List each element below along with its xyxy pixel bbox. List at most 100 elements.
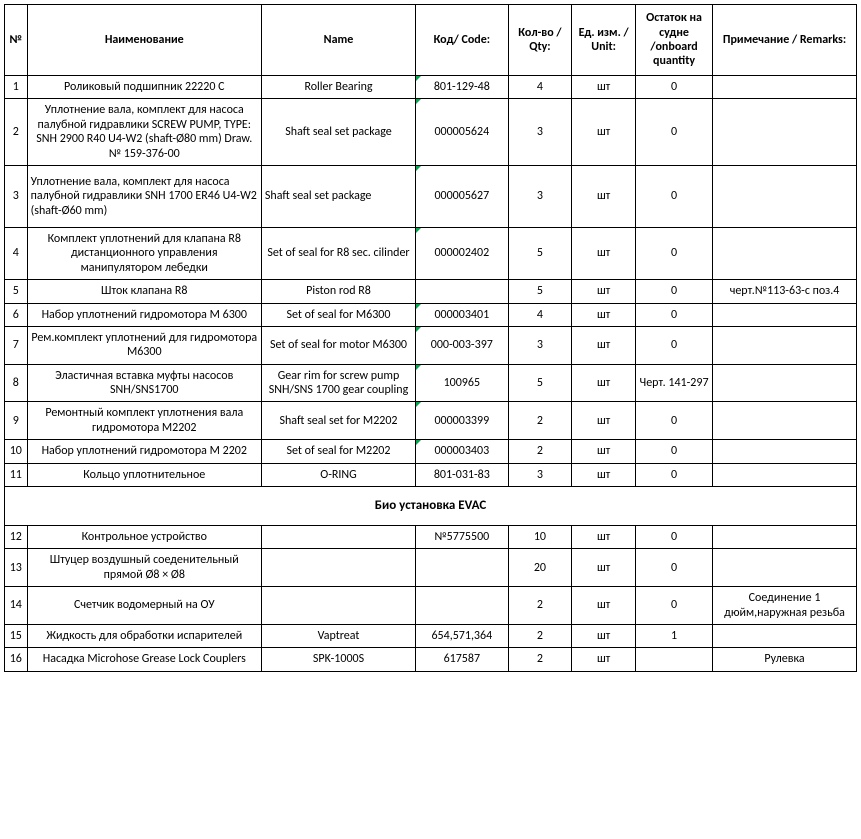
cell-remarks [713, 165, 857, 227]
cell-name-ru: Счетчик водомерный на ОУ [27, 587, 261, 625]
cell-name-ru: Кольцо уплотнительное [27, 463, 261, 486]
cell-name-ru: Контрольное устройство [27, 526, 261, 549]
cell-qty: 2 [508, 440, 572, 463]
cell-num: 8 [5, 364, 28, 402]
table-row: 5Шток клапана R8Piston rod R85шт0черт.№1… [5, 280, 857, 303]
cell-code: 000003403 [416, 440, 508, 463]
cell-remarks [713, 364, 857, 402]
section-header-row: Био установка EVAC [5, 487, 857, 526]
cell-unit: шт [572, 165, 636, 227]
cell-qty: 3 [508, 463, 572, 486]
cell-code [416, 587, 508, 625]
table-row: 16Насадка Microhose Grease Lock Couplers… [5, 648, 857, 671]
cell-name-ru: Ремонтный комплект уплотнения вала гидро… [27, 402, 261, 440]
cell-unit: шт [572, 549, 636, 587]
cell-code: 000005627 [416, 165, 508, 227]
cell-remarks [713, 463, 857, 486]
cell-qty: 5 [508, 364, 572, 402]
cell-qty: 2 [508, 587, 572, 625]
cell-unit: шт [572, 440, 636, 463]
cell-unit: шт [572, 463, 636, 486]
table-row: 10Набор уплотнений гидромотора M 2202Set… [5, 440, 857, 463]
cell-unit: шт [572, 227, 636, 279]
table-row: 13Штуцер воздушный соеденительный прямой… [5, 549, 857, 587]
cell-qty: 3 [508, 99, 572, 166]
cell-code: №5775500 [416, 526, 508, 549]
cell-num: 1 [5, 76, 28, 99]
header-code: Код/ Code: [416, 5, 508, 76]
cell-code: 100965 [416, 364, 508, 402]
cell-name-en: Shaft seal set package [261, 165, 415, 227]
table-row: 8Эластичная вставка муфты насосов SNH/SN… [5, 364, 857, 402]
cell-stock: 0 [636, 326, 713, 364]
cell-name-en: Shaft seal set package [261, 99, 415, 166]
table-row: 7Рем.комплект уплотнений для гидромотора… [5, 326, 857, 364]
cell-remarks [713, 549, 857, 587]
section-title: Био установка EVAC [5, 487, 857, 526]
cell-qty: 5 [508, 227, 572, 279]
cell-name-ru: Уплотнение вала, комплект для насоса пал… [27, 99, 261, 166]
cell-unit: шт [572, 624, 636, 647]
cell-code: 000-003-397 [416, 326, 508, 364]
table-row: 6Набор уплотнений гидромотора M 6300Set … [5, 303, 857, 326]
cell-stock: 0 [636, 99, 713, 166]
cell-num: 2 [5, 99, 28, 166]
cell-name-ru: Роликовый подшипник 22220 С [27, 76, 261, 99]
cell-qty: 2 [508, 648, 572, 671]
table-row: 4Комплект уплотнений для клапана R8 дист… [5, 227, 857, 279]
cell-stock: 0 [636, 165, 713, 227]
cell-remarks [713, 526, 857, 549]
cell-unit: шт [572, 587, 636, 625]
cell-unit: шт [572, 99, 636, 166]
cell-name-en: Set of seal for motor M6300 [261, 326, 415, 364]
cell-name-en: Roller Bearing [261, 76, 415, 99]
cell-name-ru: Эластичная вставка муфты насосов SNH/SNS… [27, 364, 261, 402]
cell-code [416, 280, 508, 303]
cell-unit: шт [572, 402, 636, 440]
table-row: 2Уплотнение вала, комплект для насоса па… [5, 99, 857, 166]
cell-num: 13 [5, 549, 28, 587]
cell-remarks [713, 76, 857, 99]
cell-num: 14 [5, 587, 28, 625]
cell-remarks [713, 303, 857, 326]
cell-num: 3 [5, 165, 28, 227]
cell-stock [636, 648, 713, 671]
cell-name-ru: Набор уплотнений гидромотора M 2202 [27, 440, 261, 463]
cell-name-ru: Уплотнение вала, комплект для насоса пал… [27, 165, 261, 227]
cell-unit: шт [572, 303, 636, 326]
cell-stock: 0 [636, 227, 713, 279]
header-unit: Ед. изм. / Unit: [572, 5, 636, 76]
cell-stock: 0 [636, 402, 713, 440]
cell-name-ru: Шток клапана R8 [27, 280, 261, 303]
cell-name-en: SPK-1000S [261, 648, 415, 671]
cell-unit: шт [572, 326, 636, 364]
cell-remarks [713, 326, 857, 364]
cell-name-ru: Штуцер воздушный соеденительный прямой Ø… [27, 549, 261, 587]
cell-name-en: Piston rod R8 [261, 280, 415, 303]
cell-num: 12 [5, 526, 28, 549]
cell-num: 6 [5, 303, 28, 326]
cell-remarks: Соединение 1 дюйм,наружная резьба [713, 587, 857, 625]
cell-code: 000003401 [416, 303, 508, 326]
cell-unit: шт [572, 526, 636, 549]
table-row: 12Контрольное устройство№577550010шт0 [5, 526, 857, 549]
cell-num: 16 [5, 648, 28, 671]
cell-num: 15 [5, 624, 28, 647]
cell-remarks [713, 402, 857, 440]
cell-qty: 4 [508, 76, 572, 99]
cell-stock: 0 [636, 76, 713, 99]
cell-unit: шт [572, 648, 636, 671]
cell-code: 801-129-48 [416, 76, 508, 99]
header-name-ru: Наименование [27, 5, 261, 76]
table-row: 3Уплотнение вала, комплект для насоса па… [5, 165, 857, 227]
cell-stock: 0 [636, 280, 713, 303]
cell-name-en: Set of seal for R8 sec. cilinder [261, 227, 415, 279]
table-row: 15Жидкость для обработки испарителейVapt… [5, 624, 857, 647]
table-row: 9Ремонтный комплект уплотнения вала гидр… [5, 402, 857, 440]
cell-code: 801-031-83 [416, 463, 508, 486]
cell-stock: 0 [636, 463, 713, 486]
table-row: 11Кольцо уплотнительноеO-RING801-031-833… [5, 463, 857, 486]
header-row: № Наименование Name Код/ Code: Кол-во / … [5, 5, 857, 76]
cell-remarks [713, 227, 857, 279]
cell-code: 000005624 [416, 99, 508, 166]
